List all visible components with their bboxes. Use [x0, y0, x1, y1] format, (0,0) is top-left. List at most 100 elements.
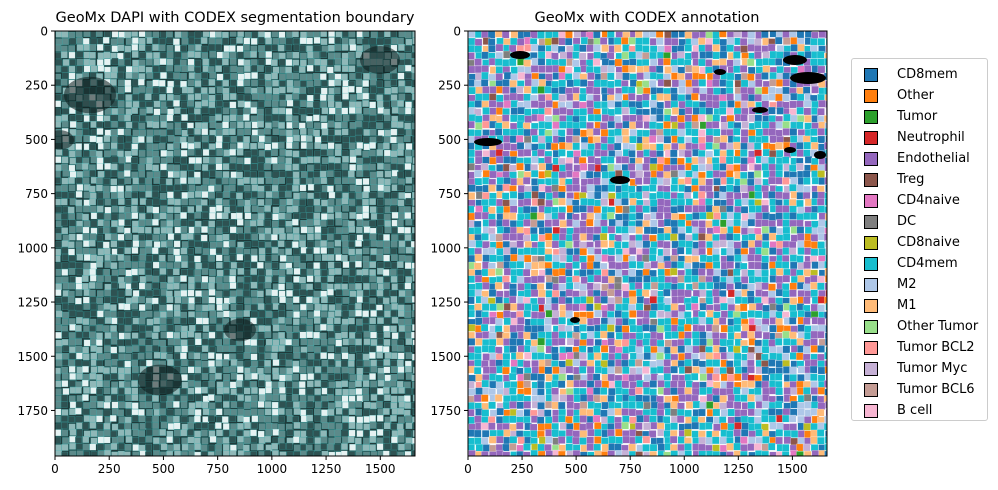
annotated-cell	[782, 37, 791, 45]
dapi-cell	[306, 303, 314, 311]
dapi-cell	[187, 247, 194, 255]
annotated-cell	[634, 177, 643, 185]
dapi-cell	[405, 156, 413, 163]
dapi-cell	[293, 325, 300, 333]
dapi-cell	[251, 72, 258, 79]
dapi-cell	[209, 178, 217, 186]
dapi-cell	[230, 108, 237, 116]
annotated-cell	[566, 184, 574, 192]
dapi-cell	[340, 360, 348, 368]
annotated-cell	[712, 128, 721, 137]
annotated-cell	[685, 234, 694, 242]
dapi-cell	[403, 395, 411, 403]
dapi-cell	[244, 199, 252, 207]
dapi-cell	[68, 72, 76, 80]
dapi-cell	[202, 248, 210, 256]
dapi-cell	[299, 401, 307, 409]
annotated-cell	[733, 155, 741, 164]
dapi-cell	[166, 310, 174, 318]
annotated-cell	[621, 197, 629, 206]
dapi-cell	[90, 437, 98, 445]
dapi-cell	[314, 275, 322, 283]
dapi-cell	[404, 262, 412, 269]
annotated-cell	[719, 38, 728, 47]
dapi-cell	[405, 246, 413, 254]
dapi-cell	[354, 135, 362, 142]
annotated-cell	[816, 198, 825, 206]
annotated-cell	[530, 212, 538, 220]
dapi-cell	[111, 45, 119, 53]
dapi-cell	[412, 394, 415, 402]
dapi-cell	[181, 198, 188, 206]
dapi-cell	[138, 430, 146, 437]
dapi-cell	[181, 205, 189, 213]
dapi-cell	[187, 51, 195, 58]
dapi-cell	[109, 311, 117, 318]
annotated-cell	[621, 51, 630, 60]
dapi-cell	[104, 395, 112, 403]
dapi-cell	[152, 37, 159, 45]
annotated-cell	[545, 65, 554, 73]
dapi-cell	[237, 415, 244, 422]
dapi-cell	[75, 156, 83, 164]
annotated-cell	[545, 100, 554, 108]
dapi-cell	[383, 359, 391, 366]
dapi-cell	[236, 135, 244, 143]
annotated-cell	[754, 261, 762, 270]
dapi-cell	[257, 430, 265, 438]
annotated-cell	[628, 260, 637, 269]
dapi-cell	[391, 121, 398, 128]
dapi-cell	[223, 408, 231, 416]
annotated-cell	[811, 157, 819, 166]
annotated-cell	[614, 213, 623, 222]
dapi-cell	[362, 380, 370, 388]
dapi-cell	[354, 332, 362, 340]
dapi-cell	[244, 101, 251, 109]
dapi-cell	[229, 233, 237, 241]
dapi-cell	[208, 402, 216, 410]
annotated-cell	[482, 150, 491, 158]
dapi-cell	[208, 331, 216, 339]
dapi-cell	[363, 345, 370, 353]
dapi-cell	[230, 401, 238, 409]
dapi-cell	[152, 198, 160, 206]
dapi-cell	[61, 330, 69, 338]
annotated-cell	[677, 66, 686, 75]
dapi-cell	[361, 268, 369, 276]
annotated-cell	[565, 163, 573, 171]
dapi-cell	[377, 163, 384, 170]
dapi-cell	[131, 423, 139, 430]
annotated-cell	[699, 51, 707, 59]
dapi-cell	[109, 414, 117, 422]
dapi-cell	[62, 282, 70, 290]
dapi-cell	[412, 366, 415, 374]
annotated-cell	[803, 141, 811, 150]
dapi-cell	[306, 360, 314, 368]
dapi-cell	[412, 149, 415, 157]
dapi-cell	[173, 317, 181, 324]
annotated-cell	[468, 212, 476, 221]
annotated-cell	[620, 37, 629, 45]
dapi-cell	[362, 353, 370, 361]
dapi-cell	[383, 380, 391, 388]
dapi-cell	[172, 268, 180, 276]
dapi-cell	[384, 31, 391, 38]
annotated-cell	[817, 38, 826, 46]
dapi-cell	[412, 443, 415, 451]
annotated-cell	[670, 157, 678, 165]
dapi-cell	[75, 416, 83, 424]
dapi-cell	[320, 339, 328, 346]
dapi-cell	[173, 184, 181, 191]
dapi-cell	[117, 44, 125, 52]
dapi-cell	[195, 122, 202, 129]
dapi-cell	[390, 163, 397, 171]
dapi-cell	[146, 129, 154, 137]
dapi-cell	[69, 121, 77, 128]
dapi-cell	[110, 169, 118, 177]
dapi-cell	[334, 149, 342, 157]
dapi-cell	[376, 310, 384, 317]
annotated-cell	[488, 44, 496, 53]
annotated-cell	[789, 205, 797, 214]
dapi-cell	[264, 184, 272, 192]
dapi-cell	[111, 401, 119, 409]
